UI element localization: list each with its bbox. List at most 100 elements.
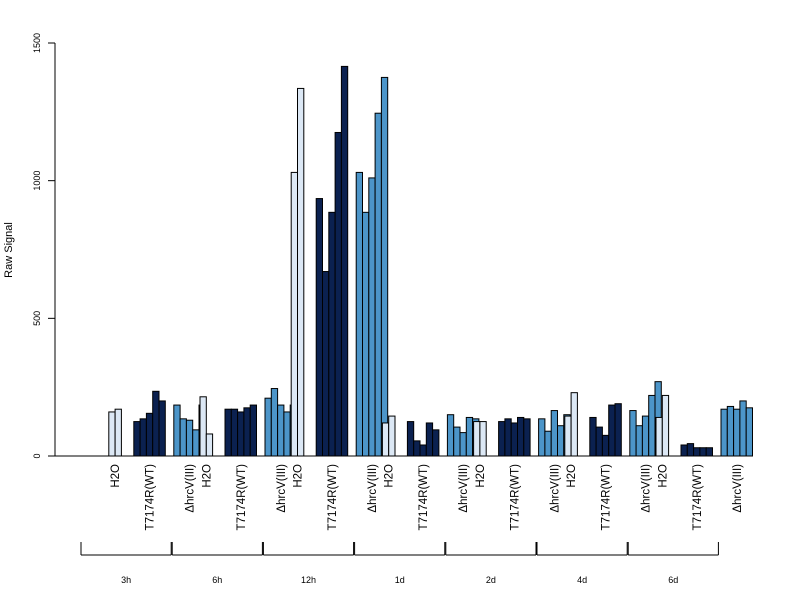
bar — [362, 211, 370, 457]
bar — [739, 400, 747, 457]
bar — [550, 410, 559, 457]
category-label: T7174R(WT) — [236, 464, 248, 531]
timepoint-label: 6d — [668, 575, 678, 585]
bar — [179, 418, 187, 457]
category-label: H2O — [657, 464, 669, 488]
bar — [133, 421, 141, 457]
category-label: ΔhrcV(III) — [367, 464, 379, 513]
bar — [570, 392, 578, 457]
bar — [173, 404, 181, 457]
bar — [589, 416, 597, 457]
y-axis-label: Raw Signal — [3, 222, 15, 278]
bar — [270, 388, 279, 457]
bar — [185, 419, 194, 457]
y-tick-label: 0 — [32, 453, 42, 458]
bar — [108, 411, 116, 457]
category-label: H2O — [384, 464, 396, 488]
bar — [224, 408, 232, 457]
category-label: ΔhrcV(III) — [458, 464, 470, 513]
category-label: H2O — [475, 464, 487, 488]
bar — [446, 414, 455, 457]
y-tick-label: 1500 — [32, 33, 42, 53]
bar — [199, 396, 207, 457]
category-label: ΔhrcV(III) — [185, 464, 197, 513]
category-label: T7174R(WT) — [601, 464, 613, 531]
bar — [315, 198, 324, 457]
bar — [564, 415, 572, 457]
bar — [205, 433, 214, 457]
bar — [504, 418, 512, 457]
bar — [290, 171, 299, 457]
bar — [145, 412, 154, 457]
bar — [517, 416, 525, 457]
timepoint-label: 4d — [577, 575, 587, 585]
bar — [608, 404, 616, 457]
bar — [381, 422, 390, 457]
timepoint-label: 12h — [301, 575, 316, 585]
bar — [158, 400, 166, 457]
bar — [322, 271, 330, 457]
category-label: H2O — [566, 464, 578, 488]
bar — [733, 408, 741, 457]
y-tick-label: 500 — [32, 311, 42, 326]
bar — [465, 416, 474, 457]
bar — [419, 444, 427, 457]
bar — [498, 421, 506, 457]
bar — [635, 425, 643, 457]
category-label: H2O — [201, 464, 213, 488]
bar — [595, 426, 603, 457]
bar — [340, 65, 349, 457]
timepoint-brackets: 3h 6h 12h 1d 2d 4d 6d — [80, 542, 719, 585]
bar — [720, 408, 728, 457]
bar — [152, 390, 160, 457]
bar — [601, 434, 610, 457]
bar — [355, 171, 364, 457]
bar — [139, 418, 147, 457]
bar — [406, 421, 415, 457]
bar — [114, 408, 122, 457]
bar — [680, 444, 688, 457]
bar — [699, 447, 707, 457]
bar — [544, 430, 552, 457]
bar — [705, 447, 714, 457]
y-ticks: 0 500 1000 1500 — [32, 33, 55, 459]
timepoint-label: 1d — [395, 575, 405, 585]
bar — [523, 418, 531, 457]
bar — [726, 405, 735, 457]
bar — [453, 426, 461, 457]
bar — [538, 418, 546, 457]
bar — [297, 87, 305, 457]
bar — [432, 429, 440, 457]
category-label: H2O — [293, 464, 305, 488]
bar — [510, 422, 519, 457]
bar — [641, 415, 650, 457]
category-label: T7174R(WT) — [692, 464, 704, 531]
bar — [277, 404, 285, 457]
bar — [693, 447, 701, 457]
bar — [192, 429, 200, 457]
bar — [230, 408, 239, 457]
bar — [249, 404, 257, 457]
y-tick-label: 1000 — [32, 171, 42, 191]
timepoint-label: 6h — [212, 575, 222, 585]
timepoint-label: 2d — [486, 575, 496, 585]
bar — [388, 415, 396, 457]
bar — [629, 410, 637, 457]
bar — [686, 443, 695, 457]
bar — [745, 407, 754, 457]
bar — [243, 407, 251, 457]
category-label: ΔhrcV(III) — [732, 464, 744, 513]
bar — [368, 177, 376, 457]
bar — [264, 397, 272, 457]
bar — [661, 394, 670, 457]
bar — [473, 421, 481, 457]
category-label: H2O — [110, 464, 122, 488]
bar — [655, 416, 663, 457]
bar — [380, 76, 389, 457]
category-label: ΔhrcV(III) — [549, 464, 561, 513]
bar — [413, 440, 421, 457]
category-labels: H2O T7174R(WT) ΔhrcV(III) H2O T7174R(WT) Δhrc… — [110, 464, 744, 531]
bar — [459, 432, 467, 457]
bar — [283, 411, 291, 457]
